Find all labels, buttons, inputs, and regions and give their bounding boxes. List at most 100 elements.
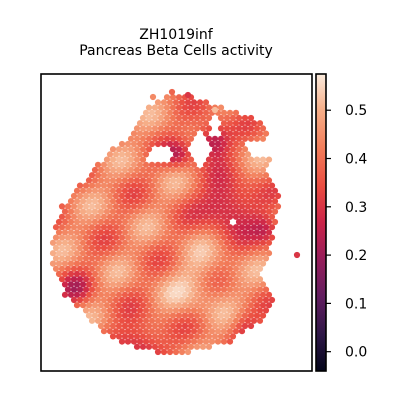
data-spot: [163, 177, 171, 184]
data-spot: [238, 234, 246, 241]
data-spot: [193, 302, 201, 309]
data-spot: [184, 151, 192, 158]
data-spot: [88, 286, 96, 293]
data-spot: [199, 114, 207, 122]
data-spot: [94, 172, 102, 179]
data-spot: [94, 224, 102, 231]
data-spot: [241, 322, 249, 330]
data-spot: [124, 203, 132, 210]
data-spot: [94, 317, 102, 324]
data-spot: [94, 161, 102, 168]
data-spot: [166, 99, 174, 106]
data-spot: [205, 104, 213, 111]
data-spot: [271, 198, 279, 205]
data-spot: [124, 307, 132, 314]
data-spot: [109, 177, 117, 184]
data-spot: [148, 296, 156, 304]
data-spot: [196, 244, 204, 252]
data-spot: [247, 198, 255, 205]
data-spot: [250, 317, 258, 324]
data-spot: [157, 281, 165, 288]
data-spot: [118, 317, 126, 324]
data-spot: [259, 177, 267, 184]
data-spot: [100, 244, 108, 252]
data-spot: [214, 182, 222, 189]
data-spot: [133, 135, 141, 142]
data-spot: [91, 312, 99, 319]
data-spot: [199, 166, 207, 174]
data-spot: [106, 192, 114, 200]
data-spot: [64, 265, 72, 272]
data-spot: [61, 208, 69, 215]
data-spot: [184, 307, 192, 314]
data-spot: [118, 328, 126, 335]
data-spot: [178, 244, 186, 252]
data-spot: [262, 234, 270, 241]
data-spot: [175, 146, 183, 153]
data-spot: [247, 218, 255, 226]
data-spot: [154, 140, 162, 148]
data-spot: [172, 296, 180, 304]
data-spot: [244, 224, 252, 231]
colorbar-tick-label: 0.0: [345, 345, 367, 361]
data-spot: [139, 250, 147, 257]
data-spot: [232, 140, 240, 148]
data-spot: [169, 291, 177, 298]
data-spot: [205, 312, 213, 319]
data-spot: [217, 218, 225, 226]
data-spot: [124, 255, 132, 262]
data-spot: [268, 213, 276, 220]
data-spot: [160, 109, 168, 116]
data-spot: [145, 229, 153, 236]
data-spot: [106, 172, 114, 179]
data-spot: [256, 276, 264, 283]
data-spot: [160, 234, 168, 241]
data-spot: [211, 260, 219, 267]
data-spot: [211, 281, 219, 288]
data-spot: [58, 244, 66, 252]
data-spot: [211, 187, 219, 194]
data-spot: [139, 229, 147, 236]
data-spot: [253, 312, 261, 319]
data-spot: [67, 229, 75, 236]
data-spot: [160, 265, 168, 272]
data-spot: [202, 317, 210, 324]
data-spot: [190, 203, 198, 210]
data-spot: [157, 166, 165, 174]
data-spot: [208, 224, 216, 231]
data-spot: [127, 156, 135, 163]
data-spot: [184, 91, 192, 99]
data-spot: [181, 177, 189, 184]
data-spot: [205, 166, 213, 174]
data-spot: [106, 151, 114, 158]
data-spot: [238, 276, 246, 283]
data-spot: [196, 234, 204, 241]
data-spot: [73, 198, 81, 205]
data-spot: [130, 317, 138, 324]
data-spot: [103, 322, 111, 330]
data-spot: [154, 276, 162, 283]
data-spot: [139, 322, 147, 330]
data-spot: [157, 198, 165, 205]
data-spot: [154, 224, 162, 231]
data-spot: [133, 260, 141, 267]
data-spot: [88, 265, 96, 272]
data-spot: [187, 239, 195, 246]
data-spot: [214, 151, 222, 158]
data-spot: [169, 270, 177, 278]
data-spot: [172, 213, 180, 220]
data-spot: [91, 260, 99, 267]
data-spot: [232, 130, 240, 137]
data-spot: [199, 104, 207, 111]
data-spot: [205, 156, 213, 163]
data-spot: [118, 286, 126, 293]
data-spot: [253, 135, 261, 142]
data-spot: [184, 109, 192, 116]
data-spot: [70, 203, 78, 210]
data-spot: [169, 322, 177, 330]
data-spot: [229, 312, 237, 319]
data-spot: [250, 296, 258, 304]
data-spot: [130, 213, 138, 220]
data-spot: [85, 302, 93, 309]
data-spot: [70, 234, 78, 241]
